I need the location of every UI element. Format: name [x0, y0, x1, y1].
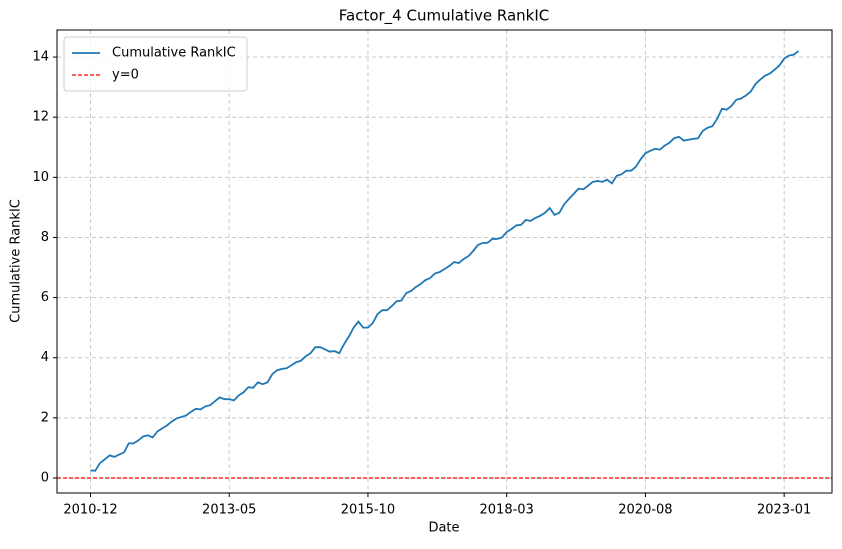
legend-label: y=0: [112, 68, 139, 83]
data-line: [90, 50, 800, 472]
legend: Cumulative RankIC y=0: [63, 36, 248, 92]
y-axis-label: Cumulative RankIC: [9, 199, 24, 323]
plot-frame: [56, 29, 833, 494]
y-tick-label: 2: [41, 410, 49, 425]
y-tick-label: 14: [32, 50, 49, 65]
chart-title: Factor_4 Cumulative RankIC: [339, 7, 549, 26]
y-tick-label: 6: [41, 290, 49, 305]
x-tick-label: 2023-01: [757, 503, 811, 518]
x-axis-label: Date: [428, 521, 459, 536]
x-tick-label: 2018-03: [480, 503, 534, 518]
y-tick-label: 8: [41, 230, 49, 245]
legend-label: Cumulative RankIC: [112, 46, 236, 61]
x-tick-label: 2020-08: [618, 503, 672, 518]
legend-box: [63, 36, 248, 92]
x-tick-label: 2013-05: [202, 503, 256, 518]
x-tick-label: 2015-10: [341, 503, 395, 518]
y-tick-label: 0: [41, 470, 49, 485]
y-tick-label: 12: [32, 110, 49, 125]
y-tick-label: 4: [41, 350, 49, 365]
x-tick-label: 2010-12: [63, 503, 117, 518]
y-tick-label: 10: [32, 170, 49, 185]
